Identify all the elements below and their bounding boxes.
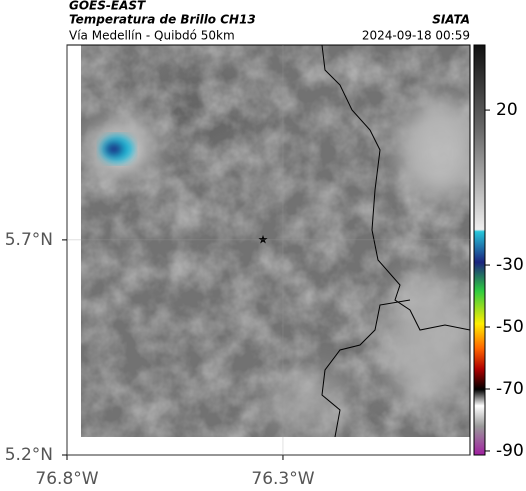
colorbar-tick-label: -70 <box>496 379 524 399</box>
colorbar <box>473 44 486 456</box>
colorbar-tick-label: -90 <box>496 441 524 461</box>
agency: SIATA <box>432 13 470 27</box>
border <box>321 45 470 331</box>
y-tick-label: 5.7°N <box>5 230 53 250</box>
border <box>321 299 411 437</box>
datetime: 2024-09-18 00:59 <box>362 29 470 43</box>
colorbar-tick-label: 20 <box>496 100 518 120</box>
city-marker: ★ <box>258 233 269 247</box>
colorbar-tick-label: -30 <box>496 255 524 275</box>
x-tick-label: 76.8°W <box>35 469 98 489</box>
subtitle: Vía Medellín - Quibdó 50km <box>69 29 235 43</box>
colorbar-tick-label: -50 <box>496 317 524 337</box>
satellite-image: ★ <box>81 45 470 437</box>
source: GOES-EAST <box>69 0 146 13</box>
y-tick-label: 5.2°N <box>5 445 53 465</box>
title: Temperatura de Brillo CH13 <box>69 13 256 27</box>
x-tick-label: 76.3°W <box>251 469 314 489</box>
